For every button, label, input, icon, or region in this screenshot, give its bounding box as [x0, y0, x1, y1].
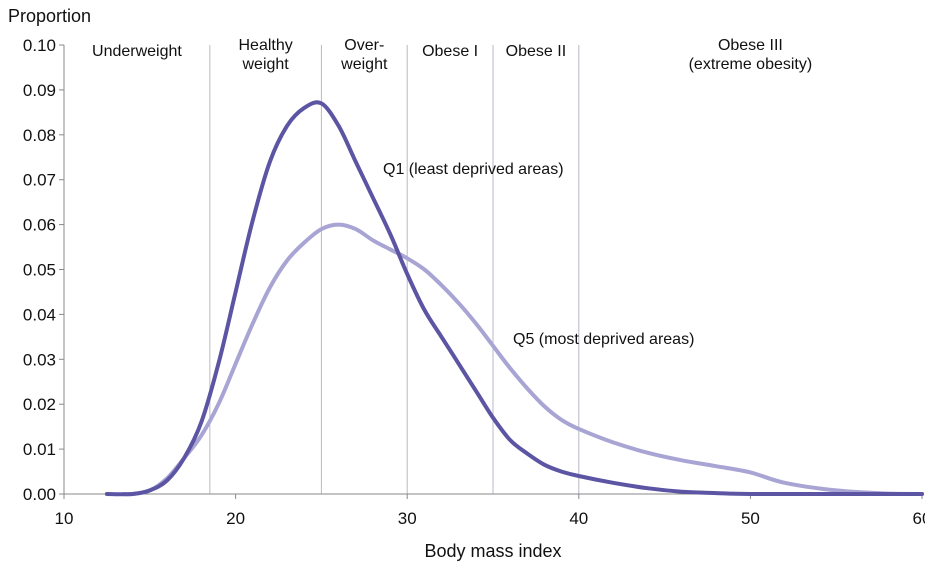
y-tick-label: 0.01	[23, 440, 56, 459]
band-label-line: Obese I	[422, 43, 478, 60]
band-label-line: Healthy	[239, 37, 293, 54]
q1-series-line	[104, 100, 924, 497]
series-lines	[104, 100, 924, 497]
x-tick-label: 30	[398, 509, 417, 528]
band-label-0: Underweight	[92, 43, 182, 60]
band-label-4: Obese II	[506, 43, 566, 60]
band-label-line: Underweight	[92, 43, 182, 60]
y-tick-label: 0.09	[23, 81, 56, 100]
band-dividers	[209, 45, 580, 494]
y-tick-label: 0.06	[23, 216, 56, 235]
y-axis-title: Proportion	[8, 6, 91, 26]
y-tick-label: 0.10	[23, 36, 56, 55]
band-label-1: Healthy weight	[239, 37, 293, 73]
y-tick-label: 0.04	[23, 305, 56, 324]
series-labels: Q1 (least deprived areas) Q5 (most depriv…	[383, 161, 694, 348]
axes: 0.00 0.01 0.02 0.03 0.04 0.05 0.06 0.07 0.08 0.09…	[23, 36, 925, 528]
y-tick-label: 0.05	[23, 261, 56, 280]
band-labels: Underweight Healthy weightOver-weightObese…	[92, 37, 812, 73]
x-tick-label: 40	[569, 509, 588, 528]
x-tick-label: 10	[55, 509, 74, 528]
band-label-line: Obese III	[718, 37, 783, 54]
band-label-line: Obese II	[506, 43, 566, 60]
band-label-line: weight	[340, 56, 388, 73]
y-tick-label: 0.00	[23, 485, 56, 504]
x-tick-label: 20	[226, 509, 245, 528]
y-tick-label: 0.03	[23, 350, 56, 369]
x-tick-label: 60	[913, 509, 925, 528]
x-axis-title: Body mass index	[424, 541, 561, 561]
band-label-line: (extreme obesity)	[689, 56, 813, 73]
band-label-5: Obese III (extreme obesity)	[689, 37, 813, 73]
q5-series-line	[122, 222, 924, 497]
y-tick-label: 0.08	[23, 126, 56, 145]
band-label-2: Over-weight	[340, 37, 388, 73]
q5-series-label: Q5 (most deprived areas)	[513, 331, 694, 348]
band-label-3: Obese I	[422, 43, 478, 60]
band-label-line: weight	[242, 56, 290, 73]
q1-series-label: Q1 (least deprived areas)	[383, 161, 564, 178]
y-tick-label: 0.07	[23, 171, 56, 190]
y-tick-label: 0.02	[23, 395, 56, 414]
band-label-line: Over-	[344, 37, 384, 54]
x-tick-label: 50	[741, 509, 760, 528]
